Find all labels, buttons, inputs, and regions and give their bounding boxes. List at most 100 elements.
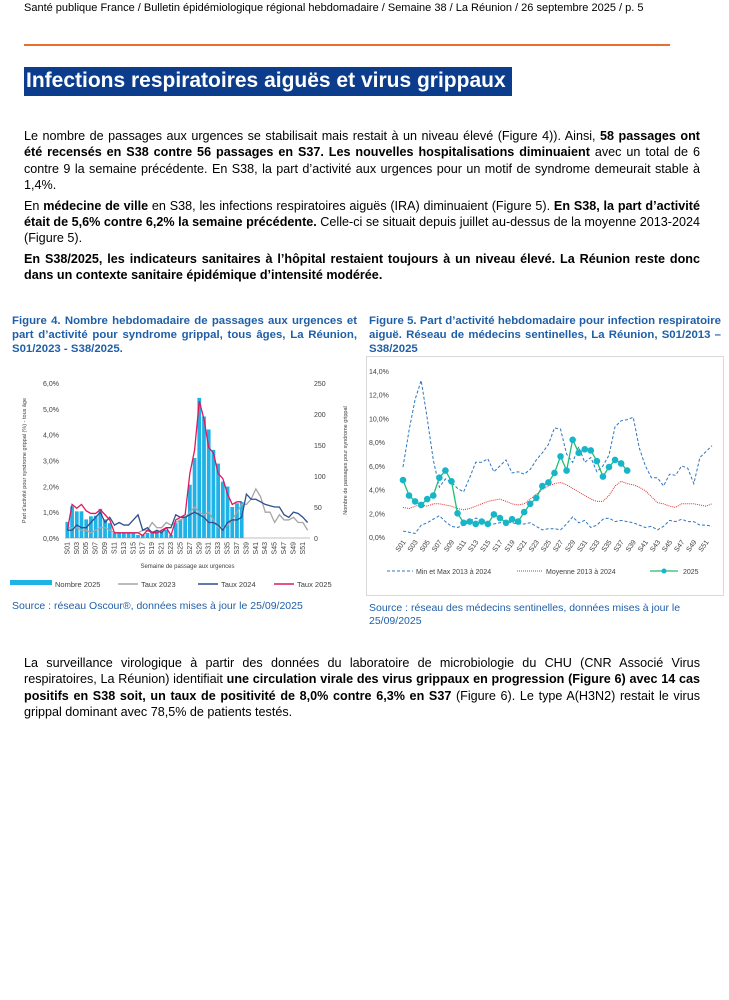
point-2025 [617,460,625,467]
point-2025 [545,479,552,486]
intro-text: Le nombre de passages aux urgences se st… [24,128,700,288]
figure4-chart: 0,0% 1,0% 2,0% 3,0% 4,0% 5,0% 6,0% 0 50 100 150 200… [10,381,349,589]
bar-nombre-2025 [173,523,178,538]
point-2025 [405,492,413,499]
x-tick-label: S15 [130,542,137,555]
legend-swatch [10,580,52,585]
point-2025 [466,518,473,525]
bar-nombre-2025 [216,463,221,538]
paragraph-urgences: Le nombre de passages aux urgences se st… [24,128,700,194]
x-tick-label: S15 [480,539,493,553]
bar-nombre-2025 [239,502,244,538]
legend-label: Taux 2024 [221,580,256,589]
x-tick-label: S41 [637,539,650,553]
y-axis-title: Part d'activité pour syndrome grippal (%… [22,398,28,523]
x-tick-label: S37 [234,542,241,555]
x-tick-label: S21 [159,542,166,555]
line-taux-2024 [67,492,309,534]
y2-tick-label: 0 [314,536,318,543]
x-tick-label: S39 [243,542,250,555]
x-tick-label: S05 [419,539,432,553]
line-moyenne-2013-2024 [402,480,713,511]
x-tick-label: S13 [467,539,480,553]
point-2025 [514,518,522,525]
bar-nombre-2025 [178,519,183,538]
text-bold: une circulation virale des virus grippau… [24,672,700,703]
line-2025 [402,437,628,525]
bar-nombre-2025 [183,516,188,538]
x-tick-label: S19 [504,539,517,553]
text: avec un total de 6 contre 9 la semaine p… [24,145,700,193]
x-tick-label: S29 [196,542,203,555]
line-min-2013-2024 [402,515,713,534]
bar-nombre-2025 [145,533,150,538]
point-2025 [575,449,583,457]
bar-nombre-2025 [117,533,122,538]
x-tick-label: S27 [187,542,194,555]
bar-nombre-2025 [197,397,202,538]
legend-label: Min et Max 2013 à 2024 [416,569,491,576]
x-tick-label: S25 [540,539,553,553]
legend-label: Moyenne 2013 à 2024 [546,569,616,576]
line-taux-2023 [67,487,309,534]
bar-nombre-2025 [206,429,211,538]
bar-nombre-2025 [79,511,84,538]
x-tick-label: S43 [262,542,269,555]
point-2025 [502,519,510,527]
figure5-frame [366,356,724,596]
bar-nombre-2025 [230,507,235,538]
bar-nombre-2025 [202,416,206,538]
x-tick-label: S19 [149,542,156,555]
section-title: Infections respiratoires aiguës et virus… [24,67,512,96]
point-2025 [460,519,467,527]
x-tick-label: S07 [431,539,444,553]
text-bold: En S38, la part d’activité était de 5,6%… [24,198,701,230]
bar-nombre-2025 [89,516,93,538]
y2-tick-label: 250 [314,381,326,388]
x-tick-label: S47 [673,539,686,553]
legend-label: Taux 2025 [297,580,332,589]
bar-nombre-2025 [112,533,117,538]
x-tick-label: S09 [102,542,109,555]
x-tick-label: S49 [291,542,298,555]
bar-nombre-2025 [225,486,230,538]
text: La surveillance virologique à partir des… [24,656,700,687]
bar-nombre-2025 [103,519,107,538]
figure5-caption: Figure 5. Part d’activité hebdomadaire p… [369,315,721,355]
bar-nombre-2025 [93,515,98,538]
point-2025 [551,469,558,477]
x-tick-label: S21 [516,539,529,553]
y-tick-label: 14,0% [369,369,389,376]
point-2025 [623,467,631,474]
figure4-caption: Figure 4. Nombre hebdomadaire de passage… [12,315,357,355]
text-bold: médecine de ville [43,198,149,213]
bar-nombre-2025 [220,481,225,538]
x-tick-label: S27 [552,539,565,553]
x-tick-label: S03 [74,542,81,555]
point-2025 [411,498,419,505]
point-2025 [472,520,480,528]
line-max-2013-2024 [402,380,713,493]
bar-nombre-2025 [131,533,136,538]
point-2025 [399,476,407,484]
legend-label: 2025 [683,569,699,576]
point-2025 [508,515,516,523]
bar-nombre-2025 [150,531,155,538]
bar-nombre-2025 [154,531,159,538]
text: Celle-ci se situait depuis juillet au-de… [24,215,700,246]
bar-nombre-2025 [140,534,145,538]
y-tick-label: 6,0% [43,381,59,388]
x-tick-label: S31 [206,542,213,555]
x-tick-label: S01 [395,539,408,553]
point-2025 [448,477,455,485]
text: Le nombre de passages aux urgences se st… [24,129,601,143]
paragraph-conclusion: En S38/2025, les indicateurs sanitaires … [24,251,700,283]
x-tick-label: S33 [589,539,602,553]
y-tick-label: 3,0% [43,459,59,466]
text-bold: 58 passages ont été recensés en S38 cont… [24,129,700,160]
y-tick-label: 8,0% [369,440,385,447]
point-2025 [581,445,589,453]
x-tick-label: S23 [528,539,541,553]
y2-tick-label: 50 [314,505,322,512]
